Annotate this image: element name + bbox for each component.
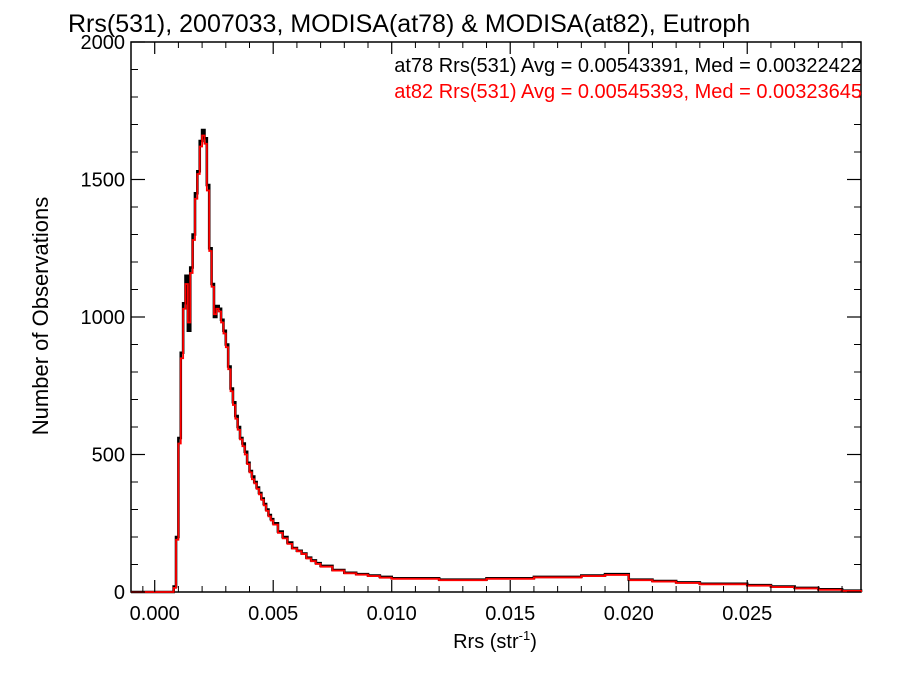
y-axis-label: Number of Observations (28, 197, 53, 435)
series-layer (131, 128, 863, 594)
y-tick-label: 500 (92, 445, 125, 467)
x-tick-label: 0.020 (604, 603, 654, 625)
chart-title: Rrs(531), 2007033, MODISA(at78) & MODISA… (68, 10, 750, 38)
x-axis: 0.000 0.005 0.010 0.015 0.020 0.025 (130, 42, 843, 625)
x-tick-label: 0.005 (248, 603, 298, 625)
y-tick-label: 0 (114, 582, 125, 604)
y-tick-label: 1000 (81, 307, 126, 329)
x-axis-label-superscript: -1 (519, 628, 531, 643)
y-tick-label: 1500 (81, 170, 126, 192)
x-axis-label: Rrs (str-1) (453, 628, 537, 653)
plot-frame (130, 41, 862, 593)
legend-entry-at82: at82 Rrs(531) Avg = 0.00545393, Med = 0.… (394, 81, 862, 103)
series-line-at78 (131, 128, 863, 594)
series-line-at82 (131, 134, 862, 593)
x-tick-label: 0.015 (485, 603, 535, 625)
x-tick-label: 0.025 (722, 603, 772, 625)
legend-entry-at78: at78 Rrs(531) Avg = 0.00543391, Med = 0.… (394, 55, 862, 77)
x-tick-label: 0.000 (130, 603, 180, 625)
y-axis: 0 500 1000 1500 2000 (81, 32, 861, 604)
x-axis-label-main: Rrs (str (453, 631, 519, 653)
x-axis-label-close: ) (530, 631, 537, 653)
y-tick-label: 2000 (81, 32, 126, 54)
x-tick-label: 0.010 (367, 603, 417, 625)
